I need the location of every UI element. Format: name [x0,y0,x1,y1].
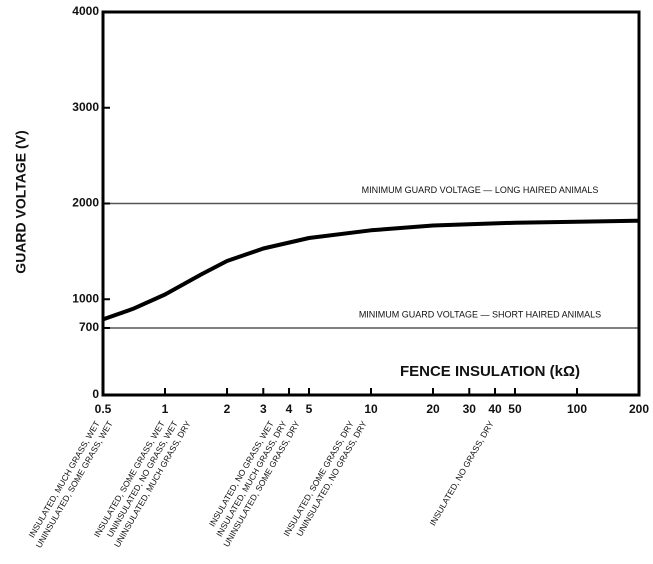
x-tick-label: 100 [567,402,587,416]
annotation: UNINSULATED, NO GRASS, WET [105,419,180,539]
x-tick-label: 20 [426,402,440,416]
x-tick-label: 50 [508,402,522,416]
curve [102,218,640,322]
x-tick-label: 5 [306,402,313,416]
x-tick-label: 200 [629,402,649,416]
y-tick-label: 2000 [72,196,99,210]
reference-label: MINIMUM GUARD VOLTAGE — SHORT HAIRED ANI… [359,309,601,319]
annotation: INSULATED, MUCH GRASS, DRY [214,419,289,539]
x-tick-label: 0.5 [95,402,112,416]
annotation: UNINSULATED, NO GRASS, DRY [294,419,369,538]
annotation: INSULATED, NO GRASS, DRY [427,419,495,528]
x-tick-label: 1 [162,402,169,416]
x-tick-label: 4 [286,402,293,416]
y-tick-label: 0 [92,387,99,401]
y-axis-label: GUARD VOLTAGE (V) [13,130,29,273]
x-tick-label: 10 [364,402,378,416]
x-axis-label: FENCE INSULATION (kΩ) [400,363,580,380]
x-tick-label: 2 [224,402,231,416]
y-tick-label: 3000 [72,100,99,114]
x-tick-label: 40 [488,402,502,416]
y-tick-label: 1000 [72,291,99,305]
reference-label: MINIMUM GUARD VOLTAGE — LONG HAIRED ANIM… [362,185,599,195]
x-tick-label: 30 [463,402,477,416]
annotation: INSULATED, MUCH GRASS, WET [27,419,102,539]
x-tick-label: 3 [260,402,267,416]
y-tick-label: 700 [79,320,99,334]
y-tick-label: 4000 [72,4,99,18]
